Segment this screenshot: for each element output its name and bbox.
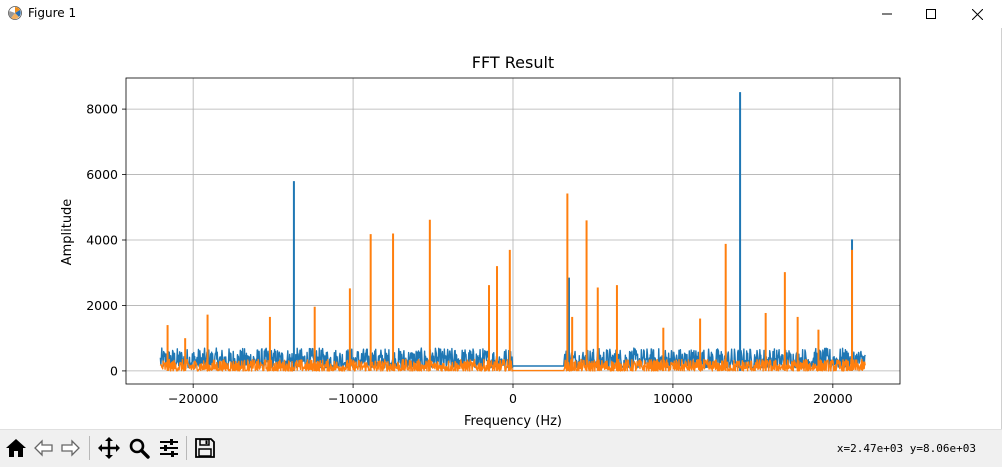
x-tick-label: −10000 <box>328 391 378 406</box>
forward-button[interactable] <box>57 435 83 461</box>
axis-ticks: −20000 −10000 0 10000 20000 0 2000 4000 6000 8000 <box>86 102 853 406</box>
window-title: Figure 1 <box>28 6 77 20</box>
maximize-icon <box>926 9 936 19</box>
y-axis-label: Amplitude <box>60 199 75 266</box>
y-tick-label: 4000 <box>86 233 118 248</box>
toolbar-separator <box>89 436 90 460</box>
x-axis-label: Frequency (Hz) <box>464 414 562 429</box>
grid-lines <box>126 78 900 384</box>
chart-title: FFT Result <box>472 53 554 72</box>
y-tick-label: 0 <box>110 363 118 378</box>
minimize-button[interactable] <box>864 0 910 28</box>
zoom-button[interactable] <box>126 435 152 461</box>
pan-button[interactable] <box>96 435 122 461</box>
sliders-icon <box>160 439 178 457</box>
close-button[interactable] <box>954 0 1000 28</box>
cursor-coordinates: x=2.47e+03 y=8.06e+03 <box>836 442 976 455</box>
maximize-button[interactable] <box>908 0 954 28</box>
x-tick-label: 0 <box>509 391 517 406</box>
back-button[interactable] <box>31 435 57 461</box>
minimize-icon <box>882 13 892 15</box>
save-icon <box>195 438 215 458</box>
x-tick-label: 20000 <box>813 391 853 406</box>
close-icon <box>971 8 983 20</box>
window-titlebar: Figure 1 <box>0 0 1002 28</box>
x-tick-label: −20000 <box>168 391 218 406</box>
home-icon <box>6 439 26 457</box>
forward-arrow-icon <box>61 439 80 457</box>
figure-canvas[interactable]: −20000 −10000 0 10000 20000 0 2000 4000 6000 8000… <box>0 28 1002 429</box>
y-tick-label: 6000 <box>86 167 118 182</box>
save-button[interactable] <box>192 435 218 461</box>
series-line-2 <box>159 358 866 372</box>
y-tick-label: 2000 <box>86 298 118 313</box>
fft-chart[interactable]: −20000 −10000 0 10000 20000 0 2000 4000 6000 8000… <box>0 28 1002 429</box>
y-tick-label: 8000 <box>86 102 118 117</box>
matplotlib-icon <box>7 5 23 21</box>
back-arrow-icon <box>34 439 53 457</box>
series-line-1 <box>159 347 866 369</box>
home-button[interactable] <box>3 435 29 461</box>
x-tick-label: 10000 <box>653 391 693 406</box>
configure-subplots-button[interactable] <box>156 435 182 461</box>
navigation-toolbar: x=2.47e+03 y=8.06e+03 <box>0 429 1002 467</box>
move-icon <box>98 437 120 459</box>
zoom-icon <box>129 438 150 459</box>
toolbar-separator <box>186 436 187 460</box>
